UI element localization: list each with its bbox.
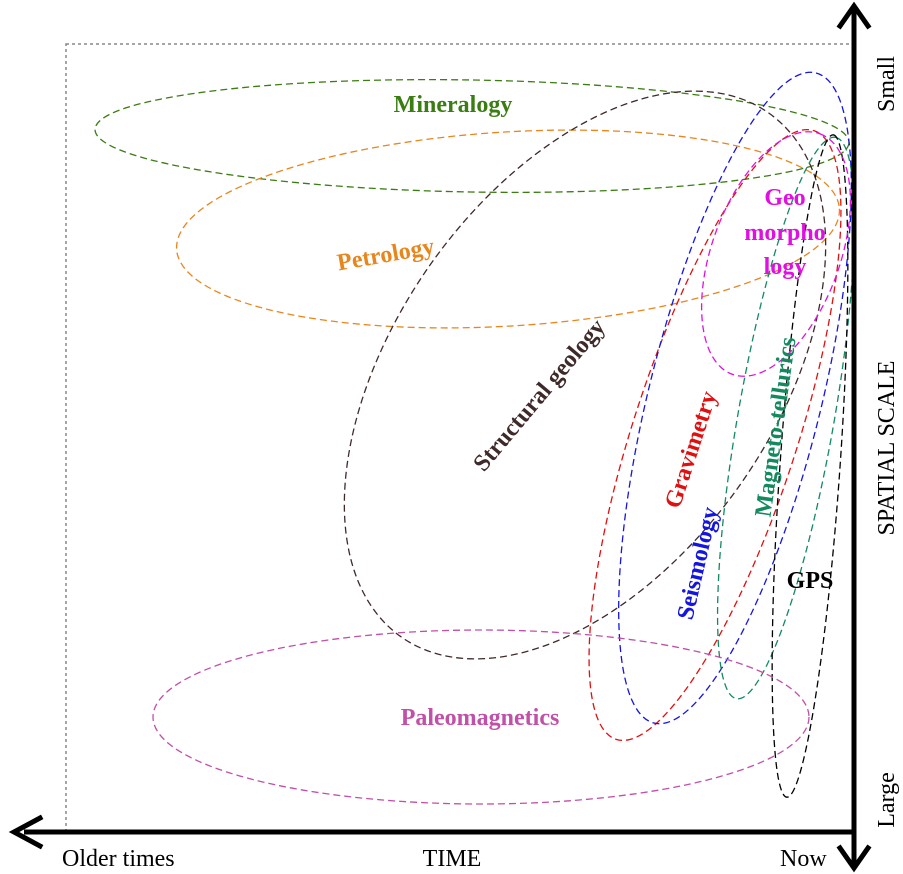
seismology-label: Seismology bbox=[673, 505, 724, 623]
gravimetry-ellipse bbox=[588, 128, 842, 742]
gps-region bbox=[771, 134, 849, 798]
geomorphology-label-line-1: Geo bbox=[764, 185, 805, 211]
spatial-axis-bottom-label: Large bbox=[874, 772, 900, 828]
time-axis-arrowhead bbox=[8, 814, 44, 850]
geomorphology-label: Geo morpho logy bbox=[744, 185, 825, 280]
seismology-ellipse bbox=[618, 71, 852, 725]
gps-ellipse bbox=[771, 134, 849, 798]
gravimetry-region bbox=[588, 128, 842, 742]
magnetotellurics-label: Magneto-tellurics bbox=[751, 335, 802, 518]
magnetotellurics-ellipse bbox=[716, 136, 856, 700]
spatial-axis-title: SPATIAL SCALE bbox=[874, 361, 900, 536]
time-axis bbox=[8, 814, 856, 850]
petrology-label: Petrology bbox=[335, 234, 436, 277]
paleomagnetics-label: Paleomagnetics bbox=[401, 705, 560, 731]
spatial-axis bbox=[836, 1, 872, 873]
geomorphology-label-line-2: morpho bbox=[744, 220, 825, 246]
mineralogy-label: Mineralogy bbox=[394, 92, 513, 118]
structural-geology-label: Structural geology bbox=[469, 314, 611, 476]
spatial-axis-arrowhead-top bbox=[836, 1, 872, 30]
geomorphology-region bbox=[700, 131, 852, 377]
time-axis-left-label: Older times bbox=[62, 846, 175, 872]
geomorphology-label-line-3: logy bbox=[764, 254, 807, 280]
spatial-axis-top-label: Small bbox=[874, 56, 900, 112]
time-axis-title: TIME bbox=[423, 846, 482, 872]
spatial-axis-arrowhead-bottom bbox=[836, 844, 872, 873]
geomorphology-ellipse bbox=[700, 131, 852, 377]
seismology-region bbox=[618, 71, 852, 725]
petrology-region bbox=[175, 129, 841, 329]
gps-label: GPS bbox=[787, 568, 834, 594]
petrology-ellipse bbox=[175, 129, 841, 329]
magnetotellurics-region bbox=[716, 136, 856, 700]
paleomagnetics-region bbox=[152, 629, 810, 805]
paleomagnetics-ellipse bbox=[152, 629, 810, 805]
gravimetry-label: Gravimetry bbox=[660, 388, 722, 511]
time-axis-right-label: Now bbox=[780, 846, 827, 872]
